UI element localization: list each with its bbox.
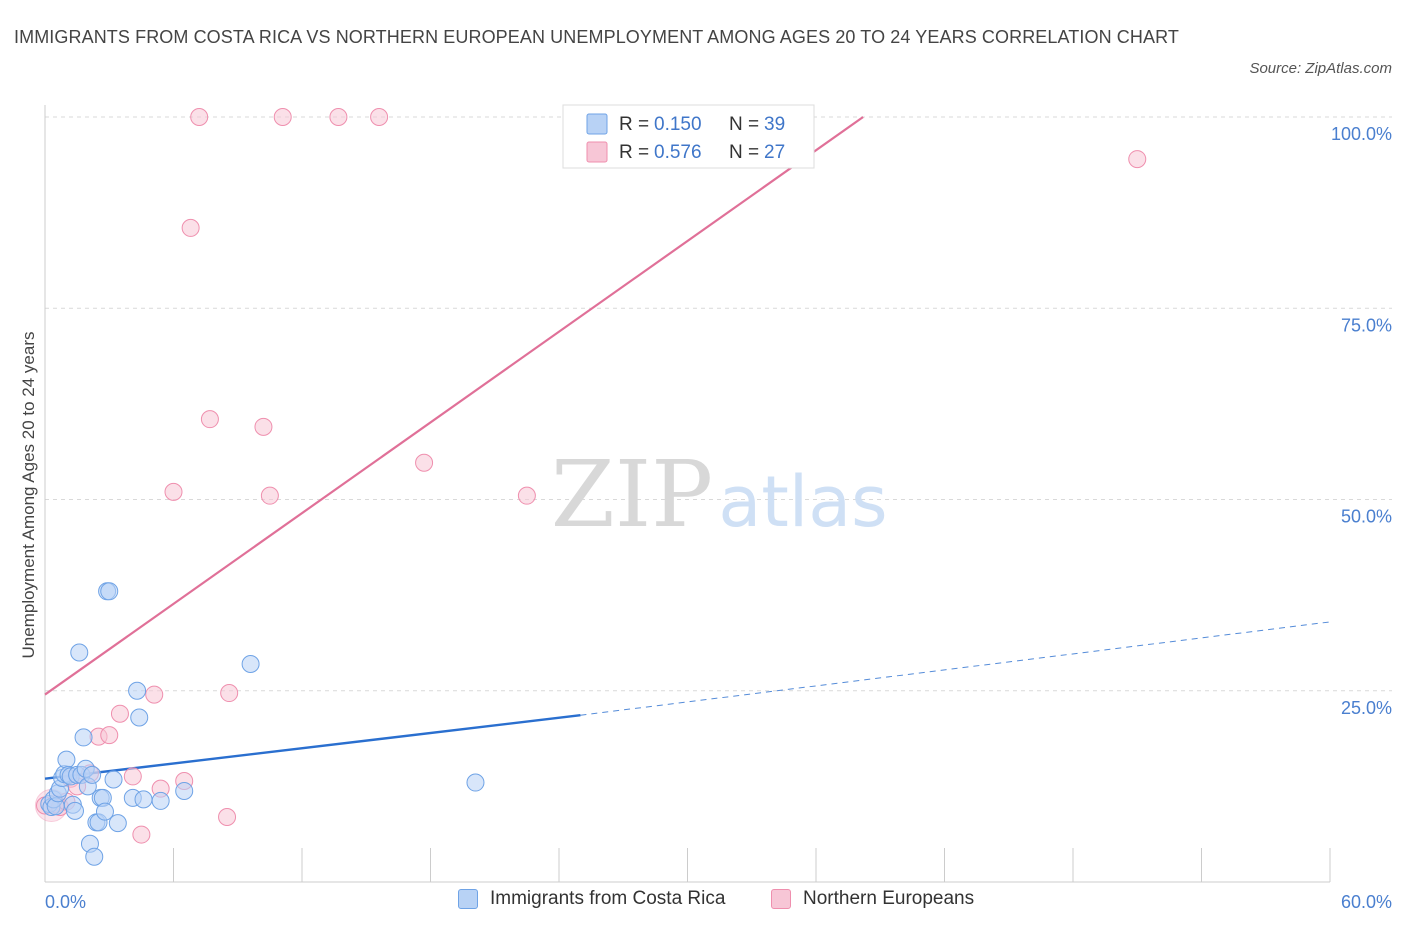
point-northern-europeans-21	[254, 417, 273, 436]
tick-label-layer: 25.0% 50.0% 75.0% 100.0% 0.0% 60.0%	[45, 124, 1392, 912]
correlation-legend: R = 0.150 N = 39 R = 0.576 N = 27	[562, 104, 815, 169]
y-tick-label-0: 25.0%	[1341, 698, 1392, 718]
point-northern-europeans-10	[123, 767, 142, 786]
y-tick-label-2: 75.0%	[1341, 315, 1392, 335]
y-axis-label: Unemployment Among Ages 20 to 24 years	[19, 332, 38, 659]
point-costa-rica-30	[108, 814, 127, 833]
point-costa-rica-36	[175, 781, 194, 800]
point-northern-europeans-18	[200, 410, 219, 429]
point-northern-europeans-25	[370, 108, 389, 126]
legend-r-label-blue: R =	[619, 114, 649, 135]
legend-n-label-blue: N =	[729, 114, 759, 135]
swatch-northern-europeans	[771, 889, 791, 909]
trend-line-northern-europeans	[44, 116, 864, 696]
legend-n-label-pink: N =	[729, 142, 759, 163]
point-northern-europeans-17	[190, 108, 209, 126]
point-northern-europeans-11	[132, 825, 151, 844]
point-northern-europeans-8	[100, 726, 119, 745]
chart-title: IMMIGRANTS FROM COSTA RICA VS NORTHERN E…	[14, 27, 1179, 47]
point-northern-europeans-23	[273, 108, 292, 126]
point-northern-europeans-12	[145, 685, 164, 704]
point-northern-europeans-19	[218, 807, 237, 826]
point-costa-rica-16	[74, 728, 93, 747]
swatch-costa-rica	[458, 889, 478, 909]
series-legend: Immigrants from Costa Rica Northern Euro…	[0, 888, 1406, 916]
point-northern-europeans-28	[1128, 150, 1147, 169]
point-costa-rica-35	[151, 791, 170, 810]
legend-item-northern-europeans[interactable]: Northern Europeans	[771, 888, 974, 910]
legend-r-value-pink: 0.576	[654, 142, 702, 163]
legend-r-label-pink: R =	[619, 142, 649, 163]
legend-swatch-pink	[586, 141, 608, 163]
legend-n-value-blue: 39	[764, 114, 785, 135]
point-northern-europeans-27	[517, 486, 536, 505]
point-costa-rica-32	[128, 681, 147, 700]
point-costa-rica-20	[83, 765, 102, 784]
point-northern-europeans-14	[164, 482, 183, 501]
legend-r-value-blue: 0.150	[654, 114, 702, 135]
watermark-zip: ZIP	[551, 441, 713, 548]
point-costa-rica-28	[100, 582, 119, 601]
legend-n-value-pink: 27	[764, 142, 785, 163]
watermark-atlas: atlas	[718, 461, 887, 543]
legend-label-northern-europeans: Northern Europeans	[803, 888, 975, 909]
source-label: Source: ZipAtlas.com	[1249, 60, 1392, 77]
point-northern-europeans-26	[415, 453, 434, 472]
point-northern-europeans-9	[110, 704, 129, 723]
x-tick-label-max: 60.0%	[1341, 892, 1392, 912]
legend-item-costa-rica[interactable]: Immigrants from Costa Rica	[458, 888, 725, 910]
point-costa-rica-37	[241, 654, 260, 673]
point-northern-europeans-20	[220, 684, 239, 703]
point-northern-europeans-24	[329, 108, 348, 126]
point-costa-rica-8	[57, 750, 76, 769]
watermark: ZIP atlas	[551, 441, 888, 548]
y-tick-label-3: 100.0%	[1331, 124, 1392, 144]
point-costa-rica-12	[65, 801, 84, 820]
point-costa-rica-14	[70, 643, 89, 662]
y-tick-label-1: 50.0%	[1341, 507, 1392, 527]
point-costa-rica-38	[466, 773, 485, 792]
point-costa-rica-26	[95, 802, 114, 821]
point-northern-europeans-22	[260, 486, 279, 505]
grid-layer	[45, 116, 1392, 692]
point-northern-europeans-16	[181, 218, 200, 237]
point-costa-rica-21	[85, 847, 104, 866]
legend-label-costa-rica: Immigrants from Costa Rica	[490, 888, 726, 909]
legend-swatch-blue	[586, 113, 608, 135]
trend-line-costa-rica	[44, 714, 581, 780]
points-layer	[34, 108, 1147, 866]
x-tick-label-min: 0.0%	[45, 892, 86, 912]
point-costa-rica-33	[130, 708, 149, 727]
axis-layer	[44, 105, 1331, 883]
trend-line-costa-rica-extension	[580, 621, 1331, 716]
point-costa-rica-29	[104, 770, 123, 789]
point-costa-rica-34	[134, 790, 153, 809]
